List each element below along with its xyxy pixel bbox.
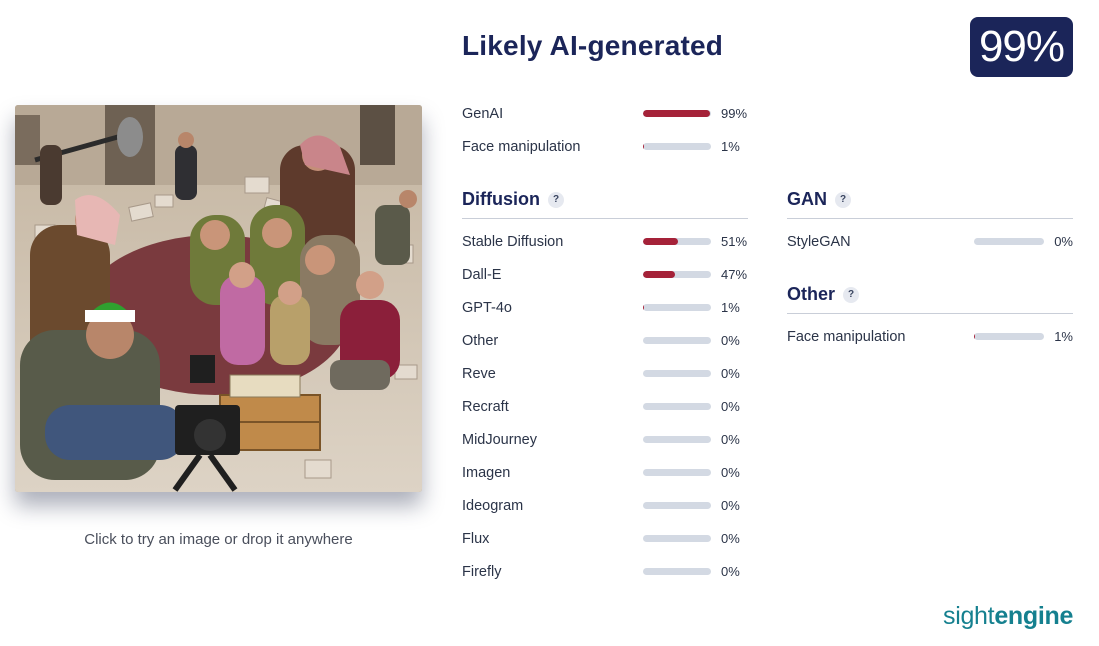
diffusion-row: Other 0%: [462, 324, 752, 357]
diffusion-row: Dall-E 47%: [462, 258, 752, 291]
help-icon[interactable]: ?: [843, 286, 860, 303]
score-percent: 99%: [721, 106, 748, 121]
diffusion-row: Imagen 0%: [462, 456, 752, 489]
score-bar: [643, 469, 711, 476]
other-section: Other ?: [787, 284, 860, 305]
diffusion-label: Reve: [462, 365, 496, 382]
diffusion-row: GPT-4o 1%: [462, 291, 752, 324]
diffusion-row: MidJourney 0%: [462, 423, 752, 456]
score-bar: [643, 502, 711, 509]
score-percent: 0%: [721, 465, 740, 480]
help-icon[interactable]: ?: [548, 191, 564, 208]
upload-caption[interactable]: Click to try an image or drop it anywher…: [84, 531, 353, 548]
brand-logo-part1: sight: [943, 602, 995, 630]
result-title: Likely AI-generated: [462, 30, 724, 61]
score-percent: 0%: [721, 333, 740, 348]
score-bar: [974, 333, 1044, 340]
score-bar-fill: [643, 110, 711, 117]
score-bar: [643, 535, 711, 542]
other-row-face-manipulation: Face manipulation 1%: [787, 320, 1077, 353]
diffusion-label: Dall-E: [462, 266, 502, 283]
score-bar-fill: [643, 143, 644, 150]
diffusion-label: Flux: [462, 530, 490, 547]
diffusion-label: Ideogram: [462, 497, 524, 514]
score-bar: [643, 143, 711, 150]
other-title: Other: [787, 284, 836, 304]
brand-logo-part2: engine: [994, 602, 1074, 630]
other-label: Face manipulation: [787, 328, 906, 345]
diffusion-label: Recraft: [462, 398, 509, 415]
score-percent: 1%: [721, 139, 740, 154]
diffusion-section: Diffusion ?: [462, 189, 564, 210]
gan-title: GAN: [787, 189, 827, 209]
score-percent: 1%: [721, 300, 740, 315]
diffusion-label: Other: [462, 332, 499, 349]
diffusion-heading: Diffusion ?: [462, 189, 564, 210]
score-percent: 1%: [1054, 329, 1073, 344]
diffusion-row: Flux 0%: [462, 522, 752, 555]
score-bar: [643, 304, 711, 311]
score-bar: [974, 238, 1044, 245]
score-bar: [643, 436, 711, 443]
diffusion-label: Stable Diffusion: [462, 233, 564, 250]
diffusion-row: Stable Diffusion 51%: [462, 225, 752, 258]
diffusion-row: Reve 0%: [462, 357, 752, 390]
score-percent: 0%: [1054, 234, 1073, 249]
score-percent: 0%: [721, 432, 740, 447]
score-percent: 0%: [721, 498, 740, 513]
score-percent: 0%: [721, 564, 740, 579]
help-icon[interactable]: ?: [835, 191, 851, 208]
brand-logo[interactable]: sightengine: [943, 602, 1073, 631]
diffusion-row: Recraft 0%: [462, 390, 752, 423]
diffusion-label: Firefly: [462, 563, 502, 580]
score-bar: [643, 337, 711, 344]
score-percent: 0%: [721, 399, 740, 414]
score-bar-fill: [643, 304, 644, 311]
summary-row-face-manipulation: Face manipulation 1%: [462, 130, 752, 163]
summary-row-genai: GenAI 99%: [462, 97, 752, 130]
score-bar: [643, 271, 711, 278]
score-bar-fill: [974, 333, 975, 340]
score-bar-fill: [643, 271, 675, 278]
score-percent: 0%: [721, 366, 740, 381]
gan-section: GAN ?: [787, 189, 851, 210]
score-bar-fill: [643, 238, 678, 245]
score-bar: [643, 370, 711, 377]
score-bar: [643, 238, 711, 245]
score-percent: 51%: [721, 234, 748, 249]
uploaded-image[interactable]: [15, 105, 422, 492]
score-bar: [643, 110, 711, 117]
diffusion-row: Ideogram 0%: [462, 489, 752, 522]
score-percent: 0%: [721, 531, 740, 546]
diffusion-label: GPT-4o: [462, 299, 512, 316]
gan-row-stylegan: StyleGAN 0%: [787, 225, 1077, 258]
score-percent: 47%: [721, 267, 748, 282]
summary-label: GenAI: [462, 105, 504, 122]
score-badge: 99%: [970, 17, 1073, 77]
score-bar: [643, 403, 711, 410]
diffusion-row: Firefly 0%: [462, 555, 752, 588]
image-panel[interactable]: Click to try an image or drop it anywher…: [15, 105, 422, 548]
gan-label: StyleGAN: [787, 233, 851, 250]
diffusion-title: Diffusion: [462, 189, 540, 209]
summary-label: Face manipulation: [462, 138, 581, 155]
other-heading: Other ?: [787, 284, 860, 305]
score-bar: [643, 568, 711, 575]
diffusion-label: MidJourney: [462, 431, 537, 448]
diffusion-label: Imagen: [462, 464, 511, 481]
gan-heading: GAN ?: [787, 189, 851, 210]
